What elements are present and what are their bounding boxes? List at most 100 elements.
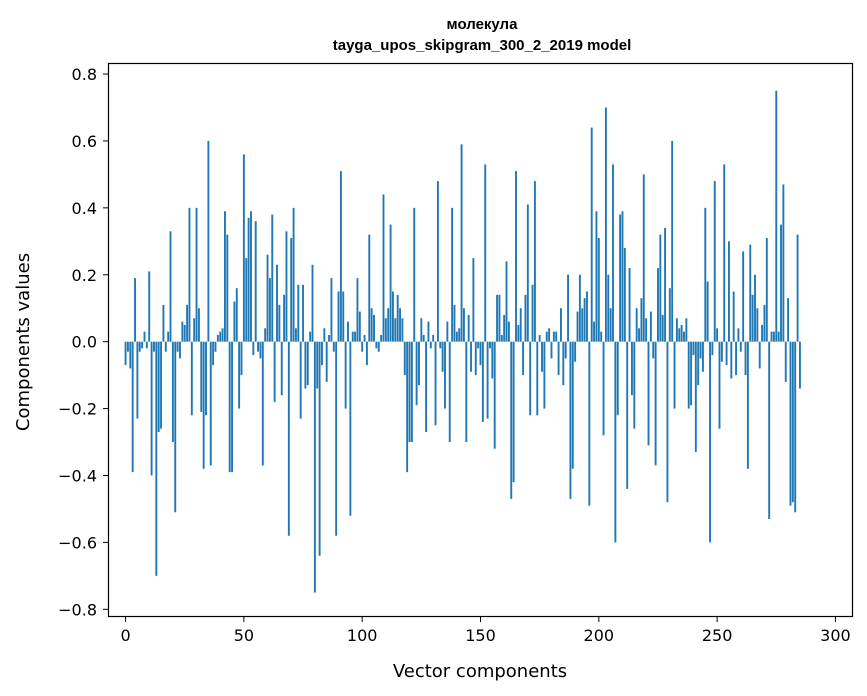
bar bbox=[519, 308, 522, 342]
bar bbox=[214, 341, 217, 352]
y-tick-label: −0.6 bbox=[58, 533, 97, 552]
bar bbox=[600, 331, 603, 342]
bar bbox=[768, 341, 771, 519]
bar bbox=[321, 341, 323, 366]
bar bbox=[328, 334, 330, 342]
bar bbox=[399, 308, 401, 342]
bar bbox=[628, 268, 631, 342]
bar bbox=[394, 318, 397, 342]
bar bbox=[799, 341, 801, 389]
bar bbox=[448, 341, 451, 443]
bar bbox=[226, 234, 229, 342]
bar bbox=[746, 341, 749, 469]
bar bbox=[387, 308, 390, 342]
bar bbox=[687, 341, 690, 409]
bar bbox=[392, 291, 394, 342]
bar bbox=[129, 341, 132, 369]
bar bbox=[200, 341, 203, 412]
bar bbox=[337, 291, 340, 342]
bar bbox=[332, 341, 335, 352]
bar bbox=[673, 341, 676, 409]
bar bbox=[720, 341, 723, 362]
bar bbox=[418, 341, 420, 386]
bar bbox=[758, 341, 761, 369]
bar bbox=[396, 294, 399, 342]
bar bbox=[562, 341, 565, 386]
bar bbox=[285, 231, 288, 342]
bar bbox=[694, 341, 697, 453]
bar bbox=[640, 298, 643, 342]
bar bbox=[365, 341, 368, 366]
bar bbox=[567, 274, 569, 342]
bar bbox=[794, 341, 797, 513]
bar bbox=[250, 211, 252, 342]
bar bbox=[126, 341, 129, 352]
bar bbox=[410, 341, 413, 443]
y-tick-label: −0.2 bbox=[58, 400, 97, 419]
bar bbox=[304, 341, 307, 389]
chart-subtitle: tayga_upos_skipgram_300_2_2019 model bbox=[333, 37, 632, 54]
bar bbox=[413, 207, 416, 342]
bar bbox=[446, 321, 449, 342]
bar bbox=[339, 171, 342, 342]
bar bbox=[787, 298, 790, 342]
y-axis-label: Components values bbox=[13, 253, 34, 431]
bar bbox=[370, 308, 373, 342]
bar bbox=[742, 251, 745, 342]
bar bbox=[701, 341, 704, 372]
bar bbox=[763, 304, 766, 342]
bar bbox=[583, 298, 586, 342]
bar bbox=[652, 341, 655, 359]
plot-area-frame bbox=[107, 62, 854, 618]
bar bbox=[569, 341, 572, 499]
bar bbox=[436, 181, 439, 342]
bar bbox=[245, 258, 248, 342]
bar bbox=[179, 341, 181, 359]
chart-title: молекула bbox=[447, 16, 519, 33]
bar bbox=[796, 234, 799, 342]
bar bbox=[439, 341, 442, 349]
bar bbox=[709, 341, 711, 543]
bar bbox=[162, 304, 165, 342]
bar bbox=[484, 164, 487, 342]
bar bbox=[770, 331, 773, 342]
bar bbox=[318, 341, 321, 556]
bar bbox=[309, 331, 312, 342]
bar bbox=[552, 331, 555, 342]
bar bbox=[784, 341, 787, 382]
bar bbox=[354, 331, 357, 342]
bar bbox=[238, 341, 241, 409]
x-tick-label: 50 bbox=[234, 626, 254, 645]
bar bbox=[728, 241, 730, 342]
bar bbox=[659, 234, 662, 342]
bar bbox=[124, 341, 127, 366]
bar bbox=[325, 341, 328, 382]
bar bbox=[455, 331, 458, 342]
bar bbox=[538, 334, 541, 342]
bar bbox=[500, 334, 503, 342]
bar bbox=[462, 308, 465, 342]
bars-group bbox=[124, 90, 801, 593]
bar bbox=[306, 341, 309, 386]
bar bbox=[574, 341, 577, 362]
bar bbox=[675, 318, 678, 342]
bar bbox=[555, 331, 558, 342]
bar bbox=[465, 341, 468, 443]
bar bbox=[164, 341, 167, 352]
bar bbox=[725, 341, 728, 366]
bar bbox=[524, 294, 527, 342]
bar bbox=[351, 331, 354, 342]
bar bbox=[202, 341, 205, 469]
bar bbox=[716, 328, 719, 342]
x-tick-label: 200 bbox=[584, 626, 615, 645]
bar bbox=[697, 341, 700, 386]
bar bbox=[543, 341, 546, 409]
bar bbox=[299, 341, 302, 419]
bar bbox=[429, 341, 432, 349]
bar bbox=[761, 324, 764, 342]
bar bbox=[167, 331, 170, 342]
bar bbox=[195, 207, 198, 342]
bar bbox=[219, 331, 222, 342]
bar bbox=[730, 341, 733, 379]
